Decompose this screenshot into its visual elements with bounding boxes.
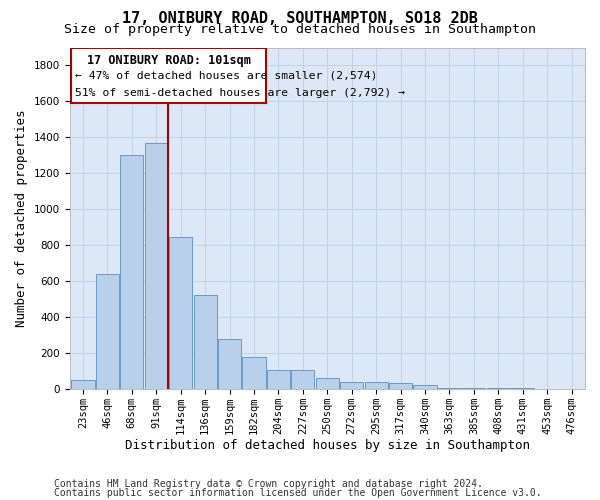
Bar	[71, 380, 95, 389]
Text: 17 ONIBURY ROAD: 101sqm: 17 ONIBURY ROAD: 101sqm	[87, 54, 251, 67]
Bar	[365, 382, 388, 389]
Bar	[389, 384, 412, 389]
Text: Contains HM Land Registry data © Crown copyright and database right 2024.: Contains HM Land Registry data © Crown c…	[54, 479, 483, 489]
Bar	[242, 358, 266, 389]
Text: Size of property relative to detached houses in Southampton: Size of property relative to detached ho…	[64, 23, 536, 36]
Bar	[438, 388, 461, 389]
Bar	[267, 370, 290, 389]
Bar	[145, 142, 168, 389]
Text: 17, ONIBURY ROAD, SOUTHAMPTON, SO18 2DB: 17, ONIBURY ROAD, SOUTHAMPTON, SO18 2DB	[122, 11, 478, 26]
Text: Contains public sector information licensed under the Open Government Licence v3: Contains public sector information licen…	[54, 488, 542, 498]
Bar	[487, 388, 510, 389]
Bar	[413, 385, 437, 389]
Text: ← 47% of detached houses are smaller (2,574): ← 47% of detached houses are smaller (2,…	[75, 71, 377, 81]
Bar	[340, 382, 363, 389]
Text: 51% of semi-detached houses are larger (2,792) →: 51% of semi-detached houses are larger (…	[75, 88, 405, 98]
FancyBboxPatch shape	[71, 48, 266, 103]
Bar	[120, 156, 143, 389]
Bar	[316, 378, 339, 389]
Bar	[169, 237, 192, 389]
X-axis label: Distribution of detached houses by size in Southampton: Distribution of detached houses by size …	[125, 440, 530, 452]
Bar	[218, 340, 241, 389]
Y-axis label: Number of detached properties: Number of detached properties	[15, 110, 28, 327]
Bar	[96, 274, 119, 389]
Bar	[511, 388, 535, 389]
Bar	[462, 388, 485, 389]
Bar	[291, 370, 314, 389]
Bar	[194, 296, 217, 389]
